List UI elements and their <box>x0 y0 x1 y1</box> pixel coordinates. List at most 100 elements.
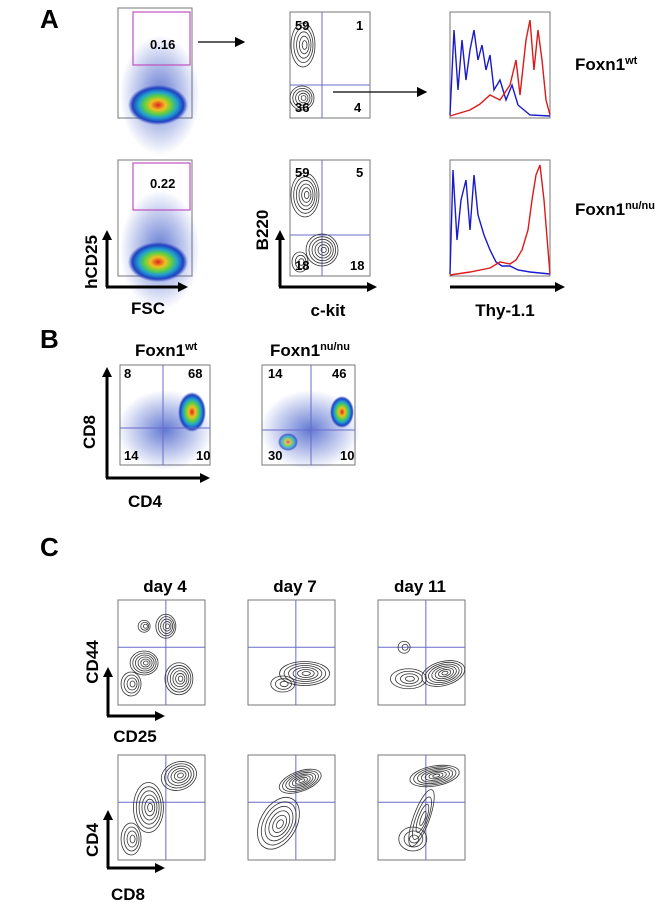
contour <box>297 669 315 678</box>
contour <box>126 830 138 848</box>
contour <box>314 241 332 259</box>
contours <box>289 22 316 111</box>
genotype: Foxn1wt <box>575 55 638 74</box>
density <box>278 433 298 451</box>
contour <box>320 246 327 254</box>
contour <box>431 665 457 682</box>
contour <box>157 616 175 637</box>
contour <box>291 775 311 787</box>
contour <box>299 35 310 55</box>
contour <box>278 768 322 794</box>
histogram <box>449 29 551 117</box>
contour <box>298 258 305 266</box>
contour <box>283 663 327 684</box>
contour <box>397 640 411 654</box>
quadrant-value: 8 <box>124 366 131 381</box>
contour <box>405 675 415 682</box>
contour <box>165 623 170 630</box>
contour <box>272 814 287 833</box>
contour-grid <box>117 599 466 861</box>
contour <box>311 238 334 262</box>
contour <box>308 236 337 264</box>
contour <box>268 810 291 838</box>
genotype-sup: nu/nu <box>320 341 350 353</box>
contour <box>172 670 188 688</box>
contour <box>390 668 427 690</box>
plot-title: Foxn1wt <box>135 341 198 360</box>
plot-title: Foxn1nu/nu <box>270 341 350 360</box>
genotype: Foxn1nu/nu <box>575 200 655 219</box>
quadrant-value: 1 <box>356 18 363 33</box>
panel-label: B <box>40 324 59 354</box>
contour <box>160 761 197 791</box>
plot-frame <box>377 599 466 706</box>
contour <box>132 652 157 674</box>
panel-label: C <box>40 532 59 562</box>
contour <box>421 660 466 687</box>
contour <box>289 85 315 111</box>
axis-label: c-kit <box>311 301 346 320</box>
contour <box>298 92 309 104</box>
contour <box>415 803 430 833</box>
contour <box>120 671 142 697</box>
contour <box>288 773 314 789</box>
contour <box>260 801 297 846</box>
contour <box>137 656 153 670</box>
contours <box>290 172 339 273</box>
contour <box>400 673 419 685</box>
contour <box>432 773 441 778</box>
density <box>330 396 354 428</box>
contour <box>275 678 292 690</box>
quadrant-value: 36 <box>295 100 309 115</box>
contour <box>424 661 463 685</box>
contour <box>123 674 140 694</box>
contour <box>285 772 317 791</box>
contour <box>177 772 184 779</box>
contour <box>317 244 330 256</box>
contour <box>167 765 192 786</box>
contour <box>424 770 447 781</box>
contour <box>137 619 151 633</box>
contour <box>264 805 294 842</box>
contour <box>295 90 311 106</box>
contour <box>295 179 316 211</box>
panel-label: A <box>40 4 59 34</box>
contour <box>293 176 318 214</box>
gate <box>132 162 191 211</box>
gate-value: 0.16 <box>150 37 175 52</box>
genotype-sup: nu/nu <box>625 200 655 212</box>
contour <box>282 770 319 792</box>
contour <box>412 796 432 840</box>
histogram <box>449 164 551 276</box>
density <box>128 85 188 125</box>
quadrant-value: 68 <box>188 366 202 381</box>
contour <box>279 680 289 688</box>
quadrant-value: 4 <box>354 100 362 115</box>
contour <box>300 95 307 101</box>
genotype-sup: wt <box>624 55 638 67</box>
contour <box>155 613 177 639</box>
contour <box>292 88 313 109</box>
plot-frame <box>449 159 551 277</box>
quadrant-value: 10 <box>340 448 354 463</box>
contour <box>301 40 308 50</box>
contour <box>143 660 149 666</box>
contour <box>162 621 172 632</box>
quadrant-value: 59 <box>295 165 309 180</box>
contour <box>401 643 409 651</box>
contour <box>144 798 156 817</box>
contour <box>293 26 314 64</box>
contour <box>164 763 195 789</box>
contour <box>140 658 151 668</box>
contour <box>292 667 319 680</box>
contour <box>291 251 309 273</box>
axis-label: CD8 <box>111 885 145 904</box>
quadrant-value: 18 <box>295 258 309 273</box>
contour <box>303 190 310 200</box>
contour <box>129 834 136 844</box>
contour <box>270 675 296 693</box>
contour <box>413 766 457 786</box>
contour <box>438 669 452 678</box>
genotype-base: Foxn1 <box>270 341 320 360</box>
